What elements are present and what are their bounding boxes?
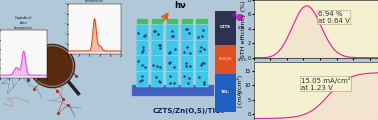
Text: 15.05 mA/cm²
at 1.23 V: 15.05 mA/cm² at 1.23 V — [301, 77, 350, 91]
FancyBboxPatch shape — [151, 56, 164, 71]
Point — [38, 68, 44, 70]
FancyBboxPatch shape — [196, 71, 208, 87]
Text: hν: hν — [174, 1, 186, 10]
Point — [62, 66, 68, 68]
Text: 6.94 %
at 0.64 V: 6.94 % at 0.64 V — [318, 11, 350, 24]
Point — [60, 98, 67, 100]
FancyBboxPatch shape — [196, 40, 208, 56]
Point — [55, 55, 61, 57]
FancyBboxPatch shape — [136, 40, 149, 56]
Point — [65, 104, 71, 106]
FancyBboxPatch shape — [181, 56, 194, 71]
Point — [45, 77, 51, 79]
Point — [54, 90, 60, 92]
Point — [57, 64, 63, 66]
Point — [31, 88, 37, 90]
Bar — [181, 19, 193, 24]
FancyBboxPatch shape — [166, 71, 178, 87]
Point — [43, 56, 49, 58]
FancyBboxPatch shape — [166, 40, 178, 56]
Point — [25, 79, 31, 81]
Point — [40, 80, 46, 82]
Point — [73, 75, 79, 77]
Bar — [137, 19, 148, 24]
Point — [45, 79, 51, 81]
Point — [20, 72, 26, 74]
Text: CZTS/Zn(O,S)/TiO₂: CZTS/Zn(O,S)/TiO₂ — [153, 108, 225, 114]
FancyBboxPatch shape — [166, 56, 178, 71]
Bar — [132, 85, 214, 96]
FancyBboxPatch shape — [181, 71, 194, 87]
Point — [49, 64, 55, 66]
Point — [45, 68, 51, 70]
FancyBboxPatch shape — [151, 40, 164, 56]
Point — [55, 112, 61, 114]
FancyBboxPatch shape — [166, 25, 178, 40]
FancyBboxPatch shape — [196, 56, 208, 71]
Point — [54, 67, 60, 69]
FancyBboxPatch shape — [151, 71, 164, 87]
Point — [46, 84, 53, 86]
Point — [46, 63, 52, 65]
FancyBboxPatch shape — [136, 71, 149, 87]
Point — [65, 63, 71, 65]
FancyBboxPatch shape — [181, 40, 194, 56]
FancyBboxPatch shape — [136, 56, 149, 71]
Point — [34, 58, 40, 60]
Circle shape — [31, 46, 73, 86]
FancyBboxPatch shape — [151, 25, 164, 40]
Bar — [197, 19, 208, 24]
Point — [41, 78, 47, 80]
Bar — [152, 19, 163, 24]
FancyBboxPatch shape — [181, 25, 194, 40]
Y-axis label: STH efficiency (%): STH efficiency (%) — [242, 0, 246, 58]
FancyBboxPatch shape — [136, 25, 149, 40]
Circle shape — [30, 44, 74, 88]
FancyBboxPatch shape — [196, 25, 208, 40]
Y-axis label: J (mA/cm²): J (mA/cm²) — [237, 75, 243, 108]
Bar — [167, 19, 178, 24]
